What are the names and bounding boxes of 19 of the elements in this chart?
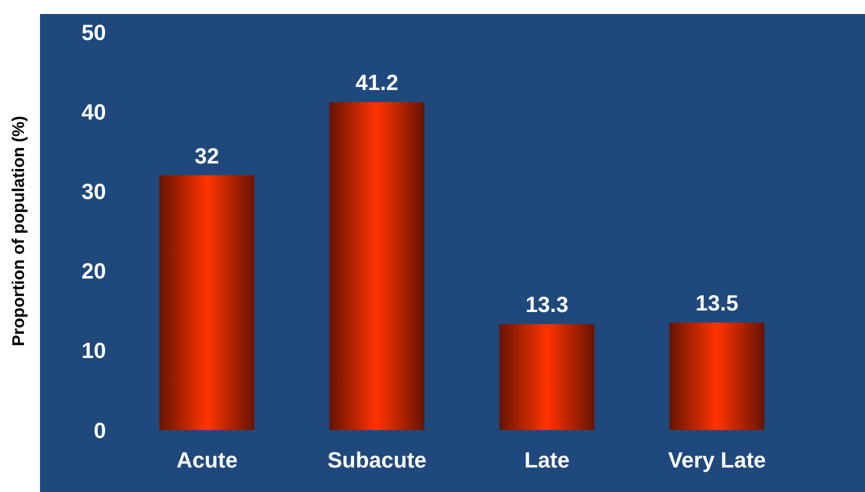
y-tick-label: 10 (82, 338, 106, 364)
x-tick-label: Late (524, 448, 570, 473)
y-tick-label: 20 (82, 258, 106, 284)
y-tick-label: 50 (82, 20, 106, 45)
bar (329, 102, 424, 430)
y-axis-title: Proportion of population (%) (9, 116, 28, 346)
data-label: 13.3 (525, 292, 568, 318)
y-tick-label: 30 (82, 179, 106, 204)
data-label: 32 (194, 143, 220, 168)
data-label: 13.5 (695, 290, 738, 316)
data-label: 41.2 (355, 70, 398, 96)
y-tick-label: 40 (82, 99, 106, 124)
x-tick-label: Subacute (327, 448, 427, 473)
bar (499, 324, 594, 430)
bar (159, 175, 254, 430)
bar (669, 322, 764, 430)
y-tick-label: 0 (94, 418, 106, 443)
x-tick-label: Acute (176, 448, 238, 473)
x-tick-label: Very Late (668, 448, 766, 473)
